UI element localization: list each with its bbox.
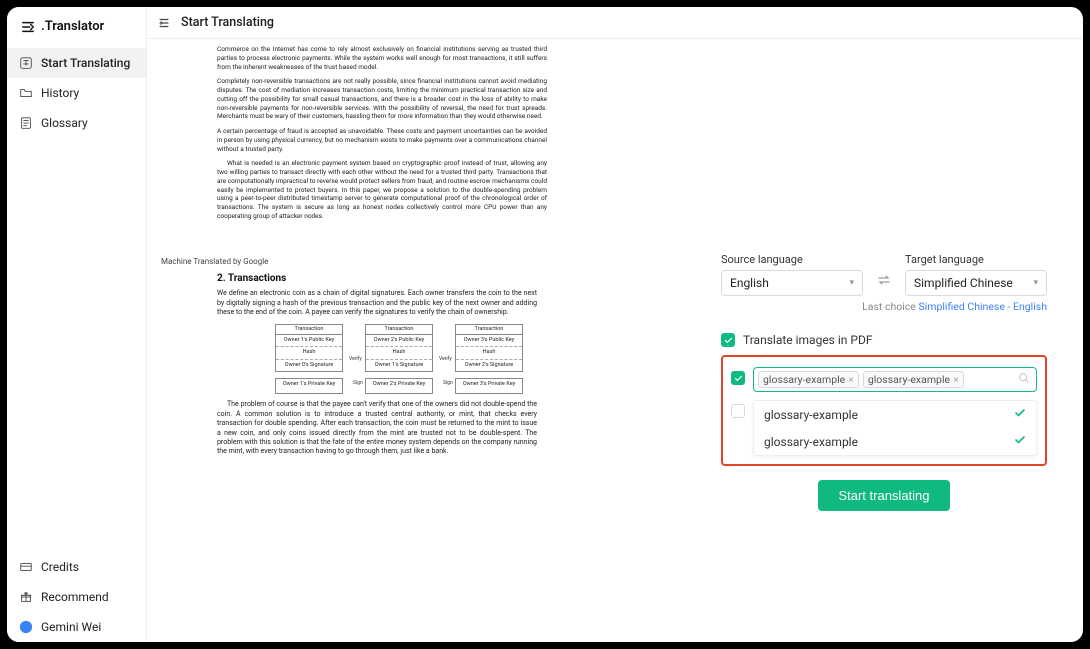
- sidebar-item-label: Recommend: [41, 590, 109, 604]
- check-icon: [1014, 407, 1026, 422]
- source-language-group: Source language English ▾: [721, 253, 863, 296]
- start-translating-button[interactable]: Start translating: [818, 480, 949, 511]
- credit-icon: [19, 560, 33, 574]
- glossary-tag[interactable]: glossary-example ×: [863, 371, 964, 388]
- sidebar-item-start-translating[interactable]: Start Translating: [7, 48, 146, 78]
- app-name: .Translator: [41, 19, 104, 34]
- app-logo: .Translator: [7, 13, 146, 48]
- target-language-select[interactable]: Simplified Chinese ▾: [905, 270, 1047, 296]
- doc-paragraph: A certain percentage of fraud is accepte…: [217, 127, 547, 153]
- sidebar-item-label: History: [41, 86, 79, 100]
- doc-paragraph: Commerce on the Internet has come to rel…: [217, 45, 547, 71]
- translate-icon: [19, 56, 33, 70]
- last-choice-link[interactable]: Simplified Chinese - English: [918, 300, 1047, 313]
- checkbox-checked-icon[interactable]: [721, 333, 735, 347]
- topbar: Start Translating: [147, 7, 1083, 39]
- glossary-tag-input[interactable]: glossary-example × glossary-example ×: [753, 367, 1037, 392]
- sidebar: .Translator Start Translating History Gl…: [7, 7, 147, 642]
- avatar-icon: [19, 620, 33, 634]
- folder-icon: [19, 86, 33, 100]
- sidebar-item-label: Glossary: [41, 116, 88, 130]
- glossary-option[interactable]: glossary-example: [754, 428, 1036, 455]
- priv-key-2: Owner 2's Private Key: [365, 378, 433, 394]
- glossary-tag[interactable]: glossary-example ×: [758, 371, 859, 388]
- tx-block-2: Transaction Owner 2's Public Key Hash Ow…: [365, 324, 433, 373]
- gift-icon: [19, 590, 33, 604]
- sidebar-item-glossary[interactable]: Glossary: [7, 108, 146, 138]
- app-frame: .Translator Start Translating History Gl…: [7, 7, 1083, 642]
- source-language-select[interactable]: English ▾: [721, 270, 863, 296]
- machine-translated-label: Machine Translated by Google: [161, 257, 689, 266]
- logo-icon: [21, 20, 35, 34]
- section-heading: 2. Transactions: [217, 272, 537, 286]
- document-icon: [19, 116, 33, 130]
- translate-images-row[interactable]: Translate images in PDF: [721, 333, 1047, 347]
- private-key-row: Owner 1's Private Key Owner 2's Private …: [275, 378, 537, 394]
- sidebar-item-history[interactable]: History: [7, 78, 146, 108]
- doc-paragraph: What is needed is an electronic payment …: [217, 159, 547, 220]
- transaction-diagram: Transaction Owner 1's Public Key Hash Ow…: [275, 324, 537, 373]
- glossary-option-checkbox[interactable]: [731, 404, 745, 418]
- chevron-down-icon: ▾: [1033, 278, 1038, 288]
- sidebar-item-recommend[interactable]: Recommend: [7, 582, 146, 612]
- glossary-highlight: glossary-example × glossary-example ×: [721, 355, 1047, 466]
- tx-block-3: Transaction Owner 3's Public Key Hash Ow…: [455, 324, 523, 373]
- doc-paragraph: We define an electronic coin as a chain …: [217, 289, 537, 317]
- doc-page-1: Commerce on the Internet has come to rel…: [217, 45, 547, 221]
- last-choice: Last choice Simplified Chinese - English: [721, 300, 1047, 313]
- content: Commerce on the Internet has come to rel…: [147, 39, 1083, 642]
- page-title: Start Translating: [181, 15, 274, 30]
- sidebar-item-user[interactable]: Gemini Wei: [7, 612, 146, 642]
- swap-languages-button[interactable]: [873, 265, 895, 295]
- glossary-option[interactable]: glossary-example: [754, 401, 1036, 428]
- tx-block-1: Transaction Owner 1's Public Key Hash Ow…: [275, 324, 343, 373]
- glossary-dropdown: glossary-example glossary-example: [753, 400, 1037, 456]
- check-icon: [1014, 434, 1026, 449]
- translate-panel: Source language English ▾ Target languag…: [703, 39, 1083, 642]
- priv-key-3: Owner 3's Private Key: [455, 378, 523, 394]
- doc-paragraph: Completely non-reversible transactions a…: [217, 77, 547, 121]
- language-row: Source language English ▾ Target languag…: [721, 253, 1047, 296]
- remove-tag-icon[interactable]: ×: [953, 373, 959, 386]
- sidebar-item-credits[interactable]: Credits: [7, 552, 146, 582]
- remove-tag-icon[interactable]: ×: [848, 373, 854, 386]
- doc-page-2: 2. Transactions We define an electronic …: [217, 272, 537, 457]
- doc-paragraph: The problem of course is that the payee …: [217, 400, 537, 457]
- target-language-group: Target language Simplified Chinese ▾: [905, 253, 1047, 296]
- sidebar-item-label: Start Translating: [41, 56, 130, 70]
- source-language-label: Source language: [721, 253, 863, 266]
- main: Start Translating Commerce on the Intern…: [147, 7, 1083, 642]
- search-icon[interactable]: [1018, 372, 1030, 387]
- glossary-checkbox[interactable]: [731, 371, 745, 385]
- priv-key-1: Owner 1's Private Key: [275, 378, 343, 394]
- document-preview: Commerce on the Internet has come to rel…: [147, 39, 703, 642]
- target-language-label: Target language: [905, 253, 1047, 266]
- sidebar-item-label: Gemini Wei: [41, 620, 101, 634]
- chevron-down-icon: ▾: [849, 278, 854, 288]
- sidebar-item-label: Credits: [41, 560, 79, 574]
- translate-images-label: Translate images in PDF: [743, 333, 872, 347]
- menu-toggle-icon[interactable]: [157, 16, 171, 30]
